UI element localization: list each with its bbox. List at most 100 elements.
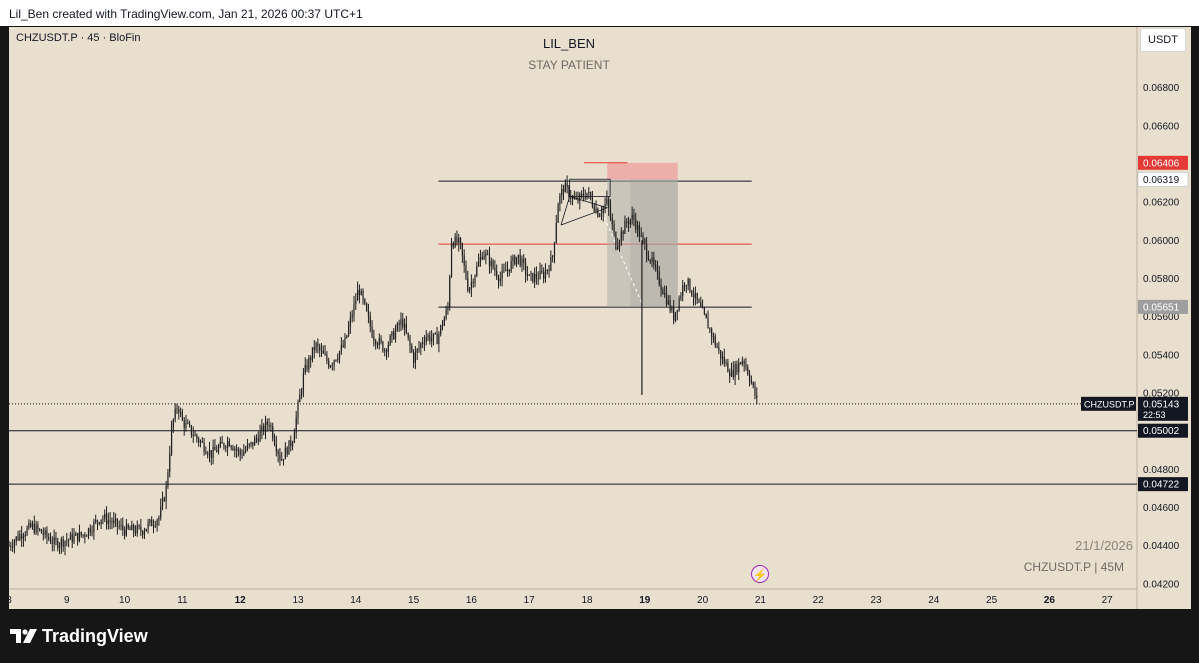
candle-body	[64, 541, 66, 547]
candle-body	[100, 519, 102, 524]
y-tick-label: 0.04400	[1143, 541, 1180, 552]
consolidation-box[interactable]	[569, 178, 611, 197]
candle-body	[400, 319, 402, 326]
candle-body	[98, 522, 100, 524]
candle-body	[91, 531, 93, 533]
candle-body	[443, 318, 445, 326]
candle-body	[698, 299, 700, 303]
candle-body	[116, 518, 118, 527]
projection-arrow	[603, 217, 643, 304]
candle-body	[478, 261, 480, 267]
candle-body	[331, 364, 333, 367]
candle-body	[570, 197, 572, 199]
candle-body	[87, 528, 90, 536]
candle-body	[754, 385, 756, 396]
level-price-label: 0.04722	[1143, 480, 1180, 491]
x-tick-label: 9	[64, 595, 70, 606]
candle-body	[584, 197, 586, 199]
candle-body	[127, 524, 129, 529]
candle-body	[77, 533, 79, 542]
candle-body	[80, 531, 82, 536]
candle-body	[599, 215, 601, 217]
candle-body	[49, 538, 52, 543]
candle-body	[729, 372, 731, 377]
candle-body	[35, 524, 37, 533]
candle-body	[523, 258, 525, 264]
candle-body	[338, 351, 341, 359]
candle-body	[295, 416, 297, 433]
candle-body	[221, 441, 223, 444]
countdown-label: 22:53	[1143, 410, 1166, 420]
candle-body	[133, 525, 135, 532]
candle-body	[273, 438, 276, 445]
candle-body	[199, 441, 202, 443]
x-tick-label: 26	[1044, 595, 1056, 606]
candle-body	[181, 412, 183, 421]
candle-body	[304, 364, 306, 373]
candle-body	[618, 241, 621, 246]
candle-body	[185, 422, 187, 428]
candle-body	[170, 426, 173, 454]
candle-body	[143, 531, 146, 535]
candle-body	[664, 292, 666, 295]
price-chart[interactable]: 0.04200 0.04400 0.04600 0.04800 0.05200 0.054…	[9, 27, 1191, 609]
candle-body	[613, 224, 615, 233]
candle-body	[463, 255, 465, 265]
candle-body	[355, 300, 357, 304]
candle-body	[346, 335, 348, 338]
candle-body	[485, 253, 487, 257]
candle-body	[140, 526, 142, 532]
candle-body	[671, 307, 673, 311]
candle-body	[360, 290, 362, 295]
candle-body	[187, 422, 189, 424]
candle-body	[700, 302, 702, 307]
candle-body	[270, 425, 272, 427]
candle-body	[747, 367, 749, 375]
candle-body	[266, 421, 268, 425]
candle-body	[394, 330, 397, 340]
candle-body	[604, 203, 606, 208]
x-tick-label: 24	[928, 595, 940, 606]
candle-body	[656, 267, 659, 272]
candle-body	[445, 310, 447, 319]
chart-pane[interactable]: 0.04200 0.04400 0.04600 0.04800 0.05200 0.054…	[9, 27, 1191, 609]
chart-subtitle: STAY PATIENT	[528, 58, 610, 72]
candle-body	[550, 257, 552, 271]
currency-button[interactable]: USDT	[1140, 28, 1186, 52]
candle-body	[111, 521, 113, 524]
candle-body	[705, 313, 707, 319]
candle-body	[340, 345, 342, 352]
candle-body	[602, 207, 604, 214]
candle-body	[680, 295, 682, 299]
candle-body	[349, 317, 351, 327]
candle-body	[752, 382, 754, 386]
candle-body	[33, 523, 35, 533]
candle-body	[658, 271, 660, 285]
candle-body	[95, 520, 97, 522]
chart-title: LIL_BEN	[542, 36, 596, 51]
candle-body	[351, 315, 353, 318]
x-tick-label: 11	[177, 595, 188, 606]
candle-body	[313, 347, 315, 351]
candle-body	[555, 222, 557, 243]
candle-body	[15, 536, 17, 542]
candle-body	[461, 243, 463, 256]
candle-body	[114, 518, 117, 520]
candle-body	[37, 524, 39, 530]
candle-body	[28, 523, 30, 528]
candle-body	[24, 534, 26, 537]
candle-body	[709, 328, 711, 330]
candle-body	[508, 269, 510, 272]
candle-body	[329, 366, 332, 368]
lightning-icon[interactable]: ⚡	[751, 565, 769, 583]
triangle-drawing[interactable]	[560, 195, 609, 226]
candle-body	[647, 256, 650, 260]
candle-body	[626, 221, 628, 223]
candle-body	[546, 269, 548, 271]
level-price-label: 0.05002	[1143, 426, 1180, 437]
candle-body	[237, 449, 239, 451]
position-target-zone[interactable]	[607, 162, 678, 180]
candle-body	[152, 525, 155, 527]
candle-body	[411, 345, 413, 352]
candle-body	[250, 442, 252, 444]
